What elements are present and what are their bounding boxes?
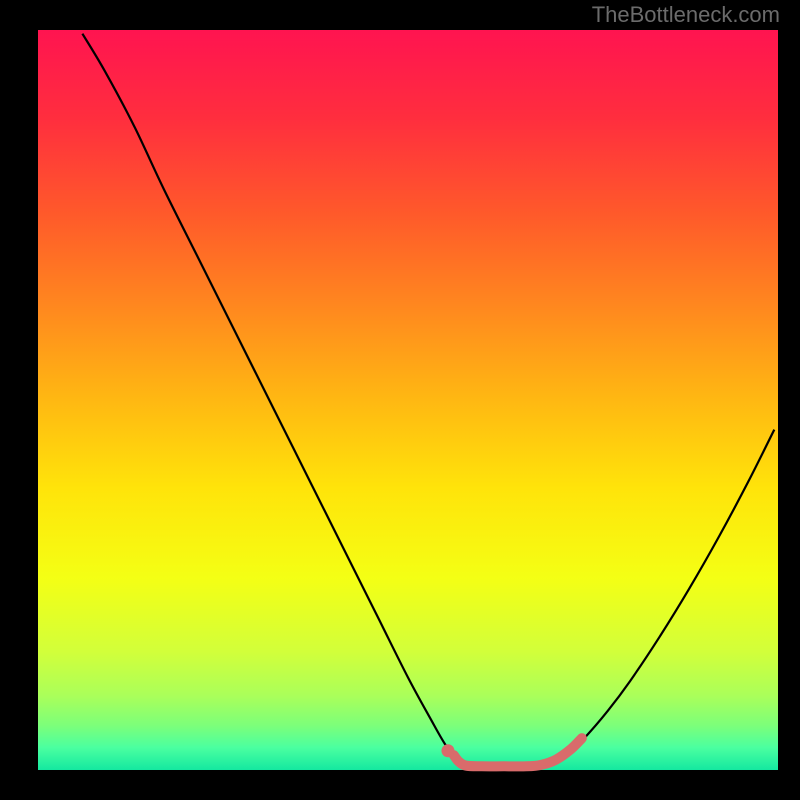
selection-marker xyxy=(441,744,454,757)
bottleneck-chart xyxy=(0,0,800,800)
watermark-label: TheBottleneck.com xyxy=(592,2,780,28)
gradient-background xyxy=(38,30,778,770)
chart-container: TheBottleneck.com xyxy=(0,0,800,800)
